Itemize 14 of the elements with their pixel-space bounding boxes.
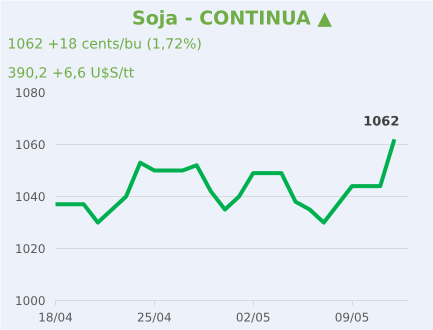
data-label: 1062 xyxy=(363,114,400,130)
x-tick-label: 18/04 xyxy=(38,310,73,324)
chart-subtitle: 1062 +18 cents/bu (1,72%) xyxy=(8,36,202,52)
line-series xyxy=(56,137,396,224)
x-tick-label: 25/04 xyxy=(137,310,172,324)
x-tick-label: 09/05 xyxy=(334,310,370,324)
y-tick-label: 1000 xyxy=(14,294,46,308)
chart-title: Soja - CONTINUA ▲ xyxy=(132,8,332,30)
y-tick-label: 1040 xyxy=(14,190,46,204)
y-tick-label: 1020 xyxy=(14,242,46,256)
text: 390,2 +6,6 U$S/tt xyxy=(8,66,135,82)
y-tick-label: 1080 xyxy=(14,86,46,100)
y-tick-label: 1060 xyxy=(14,138,46,152)
x-tick-label: 02/05 xyxy=(236,310,270,324)
